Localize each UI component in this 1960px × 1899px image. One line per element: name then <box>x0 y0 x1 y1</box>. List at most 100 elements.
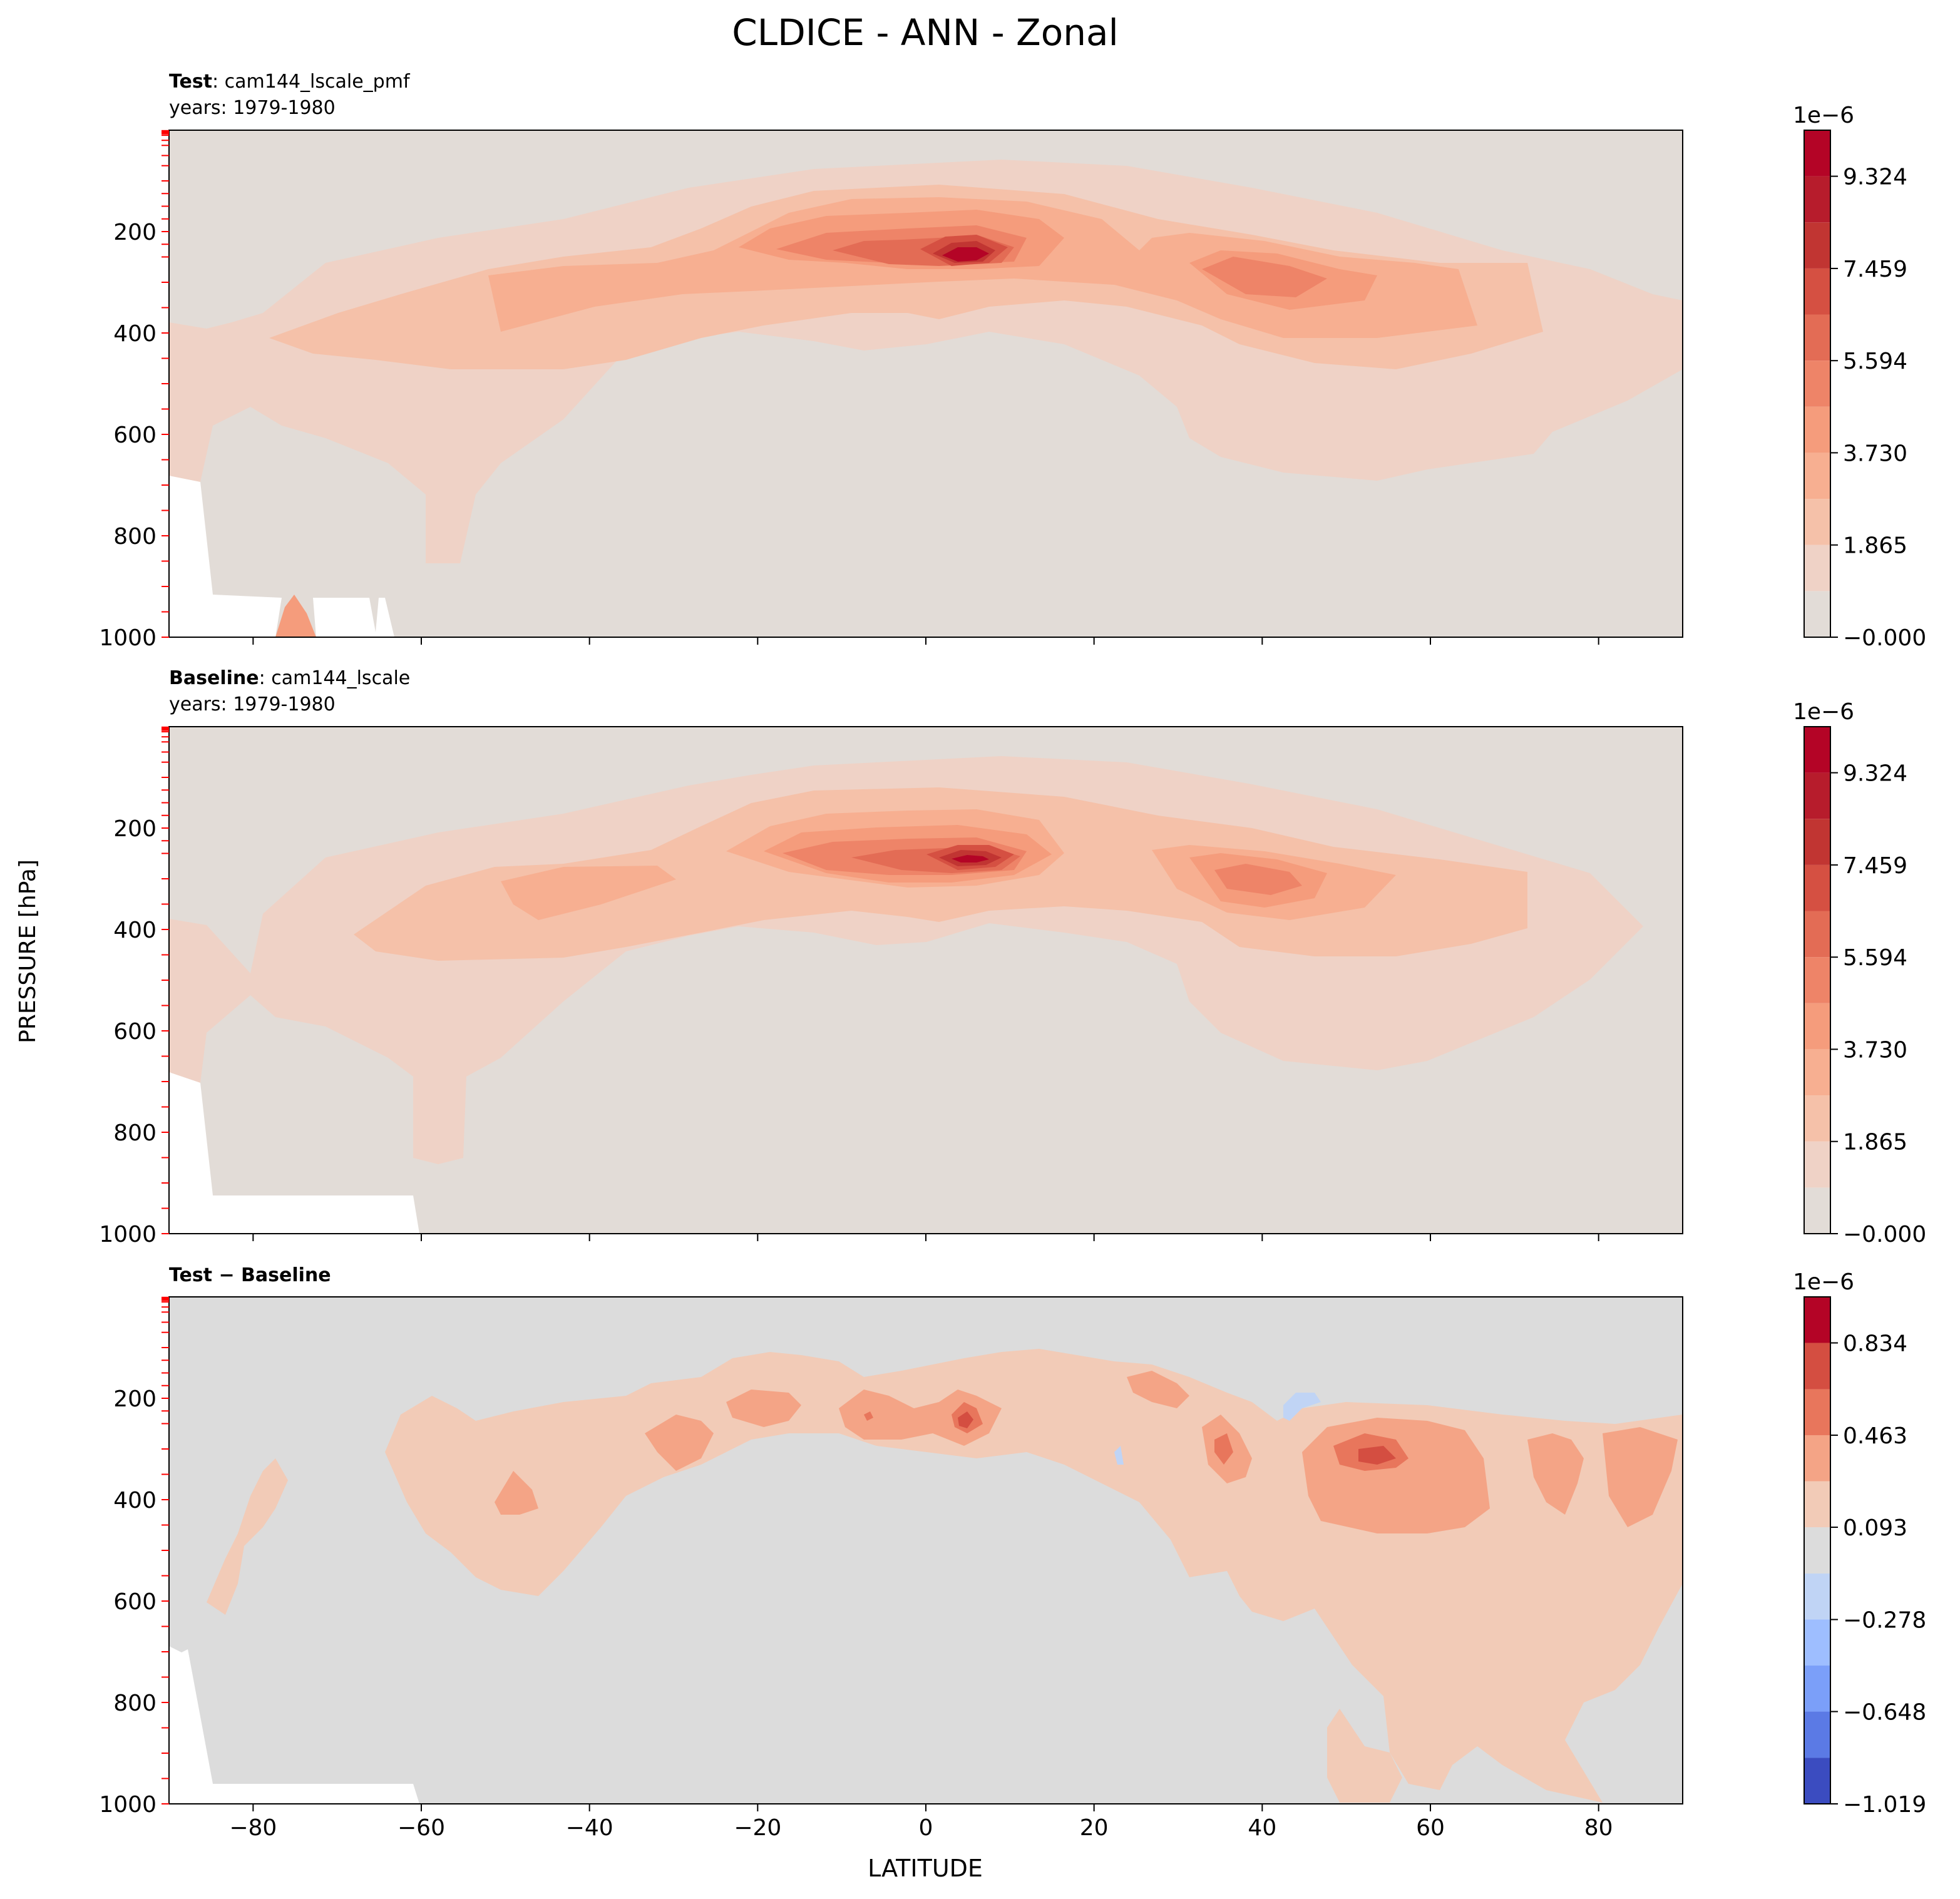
x-tick-label: 60 <box>1416 1815 1445 1841</box>
y-tick-label: 1000 <box>99 1222 156 1247</box>
colorbar-segment <box>1804 1758 1830 1804</box>
colorbar-segment <box>1804 957 1830 1003</box>
colorbar-segment <box>1804 268 1830 315</box>
panel-test-case: : cam144_lscale_pmf <box>212 71 411 93</box>
contour-band <box>1114 1393 1321 1465</box>
colorbar-segment <box>1804 314 1830 361</box>
y-tick-label: 200 <box>113 816 156 842</box>
x-axis-label: LATITUDE <box>868 1855 983 1882</box>
y-tick-label: 800 <box>113 524 156 550</box>
x-tick-label: 20 <box>1080 1815 1109 1841</box>
panel-test: Test: cam144_lscale_pmf years: 1979-1980… <box>99 71 1926 651</box>
y-tick-label: 800 <box>113 1691 156 1716</box>
colorbar-tick-label: 0.463 <box>1843 1423 1907 1449</box>
colorbar-tick-label: 3.730 <box>1843 441 1907 466</box>
colorbar-tick-label: 7.459 <box>1843 853 1907 879</box>
colorbar-segment <box>1804 406 1830 453</box>
colorbar-tick-label: 7.459 <box>1843 257 1907 282</box>
missing-data-region <box>169 1072 419 1234</box>
colorbar-tick-label: 9.324 <box>1843 761 1907 787</box>
colorbar-segment <box>1804 1049 1830 1096</box>
colorbar-tick-label: −1.019 <box>1843 1792 1926 1818</box>
colorbar-baseline: −0.000 1.865 3.730 5.594 7.459 9.324 1e−6 <box>1793 699 1926 1247</box>
colorbar-segment <box>1804 130 1830 177</box>
y-axis-label: PRESSURE [hPa] <box>15 859 41 1043</box>
colorbar-tick-label: 9.324 <box>1843 165 1907 190</box>
x-tick-label: −20 <box>734 1815 781 1841</box>
colorbar-tick-label: 0.834 <box>1843 1331 1907 1357</box>
colorbar-segment <box>1804 727 1830 773</box>
x-tick-label: 80 <box>1584 1815 1613 1841</box>
colorbar-segment <box>1804 545 1830 591</box>
x-tick-label: −80 <box>229 1815 277 1841</box>
colorbar-test: −0.000 1.865 3.730 5.594 7.459 9.324 1e−6 <box>1793 103 1926 651</box>
panel-baseline-years: years: 1979-1980 <box>169 694 336 715</box>
y-tick-label: 200 <box>113 220 156 245</box>
contour-field-baseline <box>169 727 1683 1234</box>
colorbar-segment <box>1804 453 1830 499</box>
colorbar-tick-label: −0.648 <box>1843 1700 1926 1726</box>
colorbar-segment <box>1804 864 1830 911</box>
colorbar-segment <box>1804 361 1830 407</box>
y-tick-label: 600 <box>113 1019 156 1045</box>
colorbar-tick-label: 0.093 <box>1843 1515 1907 1541</box>
colorbar-segment <box>1804 1711 1830 1758</box>
colorbar-exponent: 1e−6 <box>1793 1269 1854 1295</box>
colorbar-segment <box>1804 176 1830 223</box>
colorbar-segment <box>1804 222 1830 269</box>
y-tick-label: 600 <box>113 422 156 448</box>
colorbar-frame <box>1804 130 1831 638</box>
colorbar-tick-label: −0.000 <box>1843 1222 1926 1247</box>
panel-difference-label: Test − Baseline <box>169 1264 331 1286</box>
colorbar-segment <box>1804 499 1830 545</box>
colorbar-segment <box>1804 1003 1830 1050</box>
colorbar-frame <box>1804 726 1831 1234</box>
contour-band <box>1327 1709 1402 1803</box>
axes-baseline: 200 400 600 800 1000 <box>99 726 1599 1247</box>
panel-baseline-label: Baseline <box>169 667 259 689</box>
colorbar-exponent: 1e−6 <box>1793 699 1854 725</box>
y-tick-label: 400 <box>113 321 156 347</box>
missing-data-region <box>169 1646 419 1804</box>
colorbar-segment <box>1804 1666 1830 1712</box>
panel-baseline: Baseline: cam144_lscale years: 1979-1980… <box>99 667 1926 1247</box>
missing-data-region <box>169 476 394 637</box>
colorbar-segment <box>1804 1095 1830 1142</box>
colorbar-segment <box>1804 1187 1830 1234</box>
colorbar-exponent: 1e−6 <box>1793 103 1854 128</box>
contour-band <box>864 1402 1408 1471</box>
y-tick-label: 1000 <box>99 625 156 651</box>
panel-difference-header: Test − Baseline <box>169 1264 331 1286</box>
colorbar-segment <box>1804 772 1830 819</box>
panel-test-years: years: 1979-1980 <box>169 97 336 119</box>
colorbar-segment <box>1804 819 1830 865</box>
contour-field-difference <box>169 1297 1683 1804</box>
axes-test: 200 400 600 800 1000 <box>99 130 1599 651</box>
y-tick-label: 800 <box>113 1120 156 1146</box>
y-tick-label: 1000 <box>99 1792 156 1818</box>
x-tick-label: −60 <box>398 1815 445 1841</box>
contour-band <box>495 1371 1678 1533</box>
colorbar-segment <box>1804 1343 1830 1390</box>
x-tick-label: 0 <box>919 1815 933 1841</box>
x-tick-label: −40 <box>566 1815 613 1841</box>
colorbar-segment <box>1804 911 1830 958</box>
y-tick-label: 600 <box>113 1589 156 1615</box>
colorbar-segment <box>1804 1435 1830 1482</box>
colorbar-frame <box>1804 1296 1831 1804</box>
axes-difference: 200 400 600 800 1000 −80 −60 −40 −20 0 20 40 60 80 <box>99 1296 1613 1841</box>
colorbar-segment <box>1804 1297 1830 1343</box>
colorbar-segment <box>1804 591 1830 637</box>
colorbar-segment <box>1804 1573 1830 1620</box>
contour-band <box>952 855 989 862</box>
colorbar-tick-label: −0.278 <box>1843 1607 1926 1633</box>
y-tick-label: 400 <box>113 918 156 943</box>
colorbar-tick-label: 5.594 <box>1843 945 1907 971</box>
colorbar-segment <box>1804 1619 1830 1666</box>
colorbar-segment <box>1804 1389 1830 1435</box>
figure-title: CLDICE - ANN - Zonal <box>732 11 1118 54</box>
y-tick-label: 400 <box>113 1488 156 1513</box>
colorbar-tick-label: 3.730 <box>1843 1037 1907 1063</box>
